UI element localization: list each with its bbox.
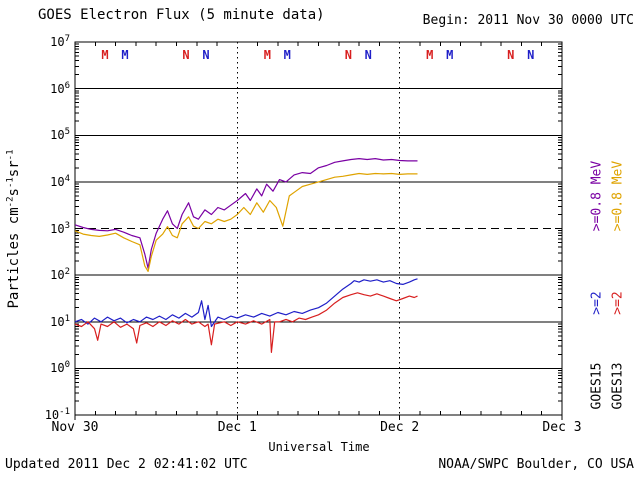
begin-timestamp: Begin: 2011 Nov 30 0000 UTC bbox=[422, 13, 634, 28]
flux-curve-goes13-2-mev bbox=[74, 292, 418, 353]
x-tick-label: Dec 2 bbox=[380, 420, 420, 435]
meridian-marker-n: N bbox=[365, 48, 372, 62]
meridian-marker-m: M bbox=[264, 48, 271, 62]
flux-curve-goes15-0-8-mev bbox=[74, 158, 418, 269]
meridian-marker-m: M bbox=[446, 48, 453, 62]
flux-curve-goes15-2-mev bbox=[74, 278, 418, 328]
legend-goes15-e08-label: >=0.8 MeV bbox=[589, 160, 605, 232]
chart-title: GOES Electron Flux (5 minute data) bbox=[38, 7, 325, 23]
legend-goes15-e2-label: >=2 bbox=[589, 291, 605, 315]
y-tick-label: 104 bbox=[50, 173, 70, 189]
y-axis-title-text: Particles cm-2s-1sr-1 bbox=[5, 149, 22, 309]
x-tick-label: Dec 1 bbox=[217, 420, 257, 435]
legend-goes15-satellite-label: GOES15 bbox=[589, 362, 605, 410]
legend-goes13-e2-label: >=2 bbox=[610, 291, 626, 315]
curve-layer bbox=[74, 158, 418, 353]
data-source-credit: NOAA/SWPC Boulder, CO USA bbox=[438, 457, 634, 472]
y-tick-label: 102 bbox=[50, 267, 70, 283]
x-tick-label: Dec 3 bbox=[542, 420, 582, 435]
flux-curve-goes13-0-8-mev bbox=[74, 172, 418, 272]
y-tick-label: 106 bbox=[50, 80, 70, 96]
meridian-marker-n: N bbox=[527, 48, 534, 62]
y-tick-label: 107 bbox=[50, 34, 70, 50]
grid-layer bbox=[74, 41, 563, 420]
meridian-marker-m: M bbox=[426, 48, 433, 62]
meridian-marker-m: M bbox=[121, 48, 128, 62]
plot-frame bbox=[74, 41, 563, 416]
meridian-marker-m: M bbox=[284, 48, 291, 62]
y-tick-label: 100 bbox=[50, 360, 70, 376]
meridian-marker-n: N bbox=[507, 48, 514, 62]
meridian-marker-m: M bbox=[101, 48, 108, 62]
y-tick-label: 10-1 bbox=[44, 407, 70, 423]
y-tick-label: 105 bbox=[50, 127, 70, 143]
legend-goes13-e08-label: >=0.8 MeV bbox=[610, 160, 626, 232]
x-tick-label: Nov 30 bbox=[51, 420, 99, 435]
updated-timestamp: Updated 2011 Dec 2 02:41:02 UTC bbox=[5, 457, 248, 472]
meridian-marker-n: N bbox=[345, 48, 352, 62]
x-axis-title: Universal Time bbox=[268, 440, 370, 454]
meridian-marker-n: N bbox=[202, 48, 209, 62]
legend-goes13-satellite-label: GOES13 bbox=[610, 362, 626, 410]
meridian-marker-n: N bbox=[182, 48, 189, 62]
y-tick-label: 101 bbox=[50, 313, 70, 329]
y-tick-label: 103 bbox=[50, 220, 70, 236]
